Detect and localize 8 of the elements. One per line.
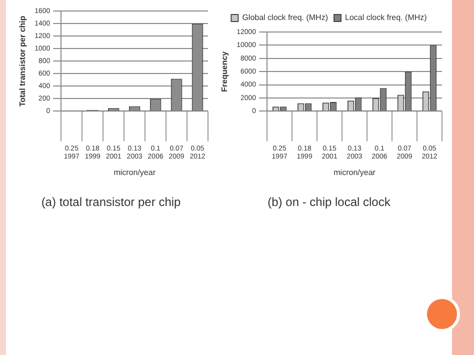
legend-label: Local clock freq. (MHz) [345,13,428,22]
y-axis-title: Total transistor per chip [18,16,28,107]
text: (b) on - chip local clock [268,195,392,210]
y-axis-title: Frequency [220,50,230,92]
legend-label: Global clock freq. (MHz) [242,13,328,22]
text: (a) total transistor per chip [41,195,182,210]
x-axis-title: micron/year [334,168,376,178]
x-axis-title: micron/year [114,168,156,178]
